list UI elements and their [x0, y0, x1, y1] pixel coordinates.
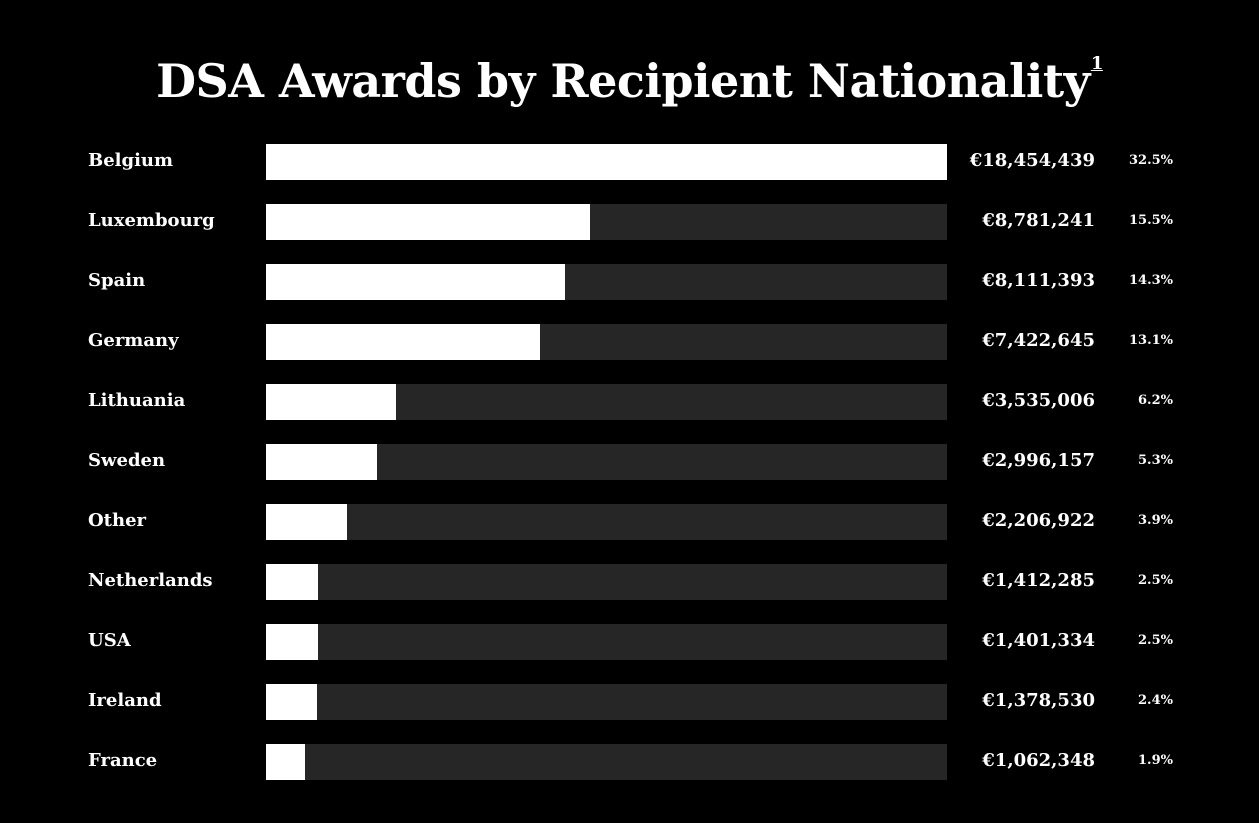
title-footnote-marker[interactable]: 1 [1090, 53, 1104, 74]
percent-label: 2.5% [1138, 633, 1173, 648]
value-label: €2,996,157 [982, 450, 1095, 471]
bar-track [266, 624, 947, 660]
bar [266, 264, 565, 300]
percent-label: 2.4% [1138, 693, 1173, 708]
bar-row: Lithuania €3,535,006 6.2% [0, 384, 1259, 444]
bar-row: Other €2,206,922 3.9% [0, 504, 1259, 564]
category-label: USA [88, 630, 131, 651]
bar [266, 144, 947, 180]
value-label: €1,378,530 [982, 690, 1095, 711]
value-label: €8,781,241 [982, 210, 1095, 231]
chart-title: DSA Awards by Recipient Nationality1 [0, 34, 1259, 111]
bar-track [266, 144, 947, 180]
category-label: Belgium [88, 150, 174, 171]
bar [266, 324, 540, 360]
bar-row: Netherlands €1,412,285 2.5% [0, 564, 1259, 624]
category-label: Luxembourg [88, 210, 215, 231]
category-label: Other [88, 510, 147, 531]
category-label: Netherlands [88, 570, 213, 591]
bar-track [266, 684, 947, 720]
bar-row: Spain €8,111,393 14.3% [0, 264, 1259, 324]
percent-label: 15.5% [1128, 213, 1173, 228]
bar-track [266, 204, 947, 240]
category-label: France [88, 750, 158, 771]
percent-label: 3.9% [1138, 513, 1173, 528]
bar-row: USA €1,401,334 2.5% [0, 624, 1259, 684]
category-label: Lithuania [88, 390, 186, 411]
value-label: €1,401,334 [982, 630, 1095, 651]
bar-row: Luxembourg €8,781,241 15.5% [0, 204, 1259, 264]
percent-label: 32.5% [1128, 153, 1173, 168]
value-label: €2,206,922 [982, 510, 1095, 531]
percent-label: 5.3% [1138, 453, 1173, 468]
bar-track [266, 444, 947, 480]
bar-track [266, 564, 947, 600]
percent-label: 1.9% [1138, 753, 1173, 768]
category-label: Germany [88, 330, 179, 351]
chart-title-text: DSA Awards by Recipient Nationality [156, 54, 1090, 108]
bar [266, 504, 347, 540]
category-label: Sweden [88, 450, 166, 471]
bar [266, 204, 590, 240]
category-label: Spain [88, 270, 146, 291]
bar-rows: Belgium €18,454,439 32.5% Luxembourg €8,781,… [0, 144, 1259, 804]
value-label: €7,422,645 [982, 330, 1095, 351]
percent-label: 6.2% [1138, 393, 1173, 408]
percent-label: 14.3% [1128, 273, 1173, 288]
bar [266, 384, 396, 420]
bar-row: Germany €7,422,645 13.1% [0, 324, 1259, 384]
bar-track [266, 744, 947, 780]
bar-row: France €1,062,348 1.9% [0, 744, 1259, 804]
value-label: €8,111,393 [982, 270, 1095, 291]
value-label: €1,062,348 [982, 750, 1095, 771]
bar-track [266, 264, 947, 300]
bar [266, 624, 318, 660]
category-label: Ireland [88, 690, 162, 711]
bar-track [266, 324, 947, 360]
value-label: €18,454,439 [969, 150, 1095, 171]
percent-label: 2.5% [1138, 573, 1173, 588]
bar [266, 444, 377, 480]
bar-track [266, 384, 947, 420]
bar-row: Ireland €1,378,530 2.4% [0, 684, 1259, 744]
bar-track [266, 504, 947, 540]
bar [266, 564, 318, 600]
bar [266, 744, 305, 780]
value-label: €1,412,285 [982, 570, 1095, 591]
value-label: €3,535,006 [982, 390, 1095, 411]
percent-label: 13.1% [1128, 333, 1173, 348]
bar-row: Sweden €2,996,157 5.3% [0, 444, 1259, 504]
bar [266, 684, 317, 720]
bar-row: Belgium €18,454,439 32.5% [0, 144, 1259, 204]
